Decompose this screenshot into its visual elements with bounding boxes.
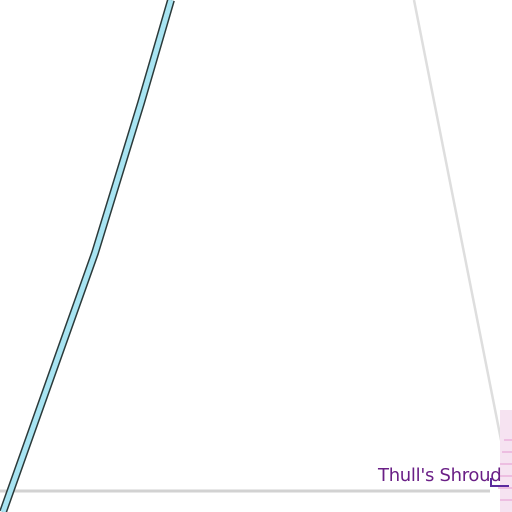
river — [0, 0, 175, 512]
boundary-line — [412, 0, 507, 461]
place-marker-icon — [490, 478, 509, 487]
place-label[interactable]: Thull's Shroud — [377, 465, 502, 486]
area-tint — [498, 410, 512, 512]
